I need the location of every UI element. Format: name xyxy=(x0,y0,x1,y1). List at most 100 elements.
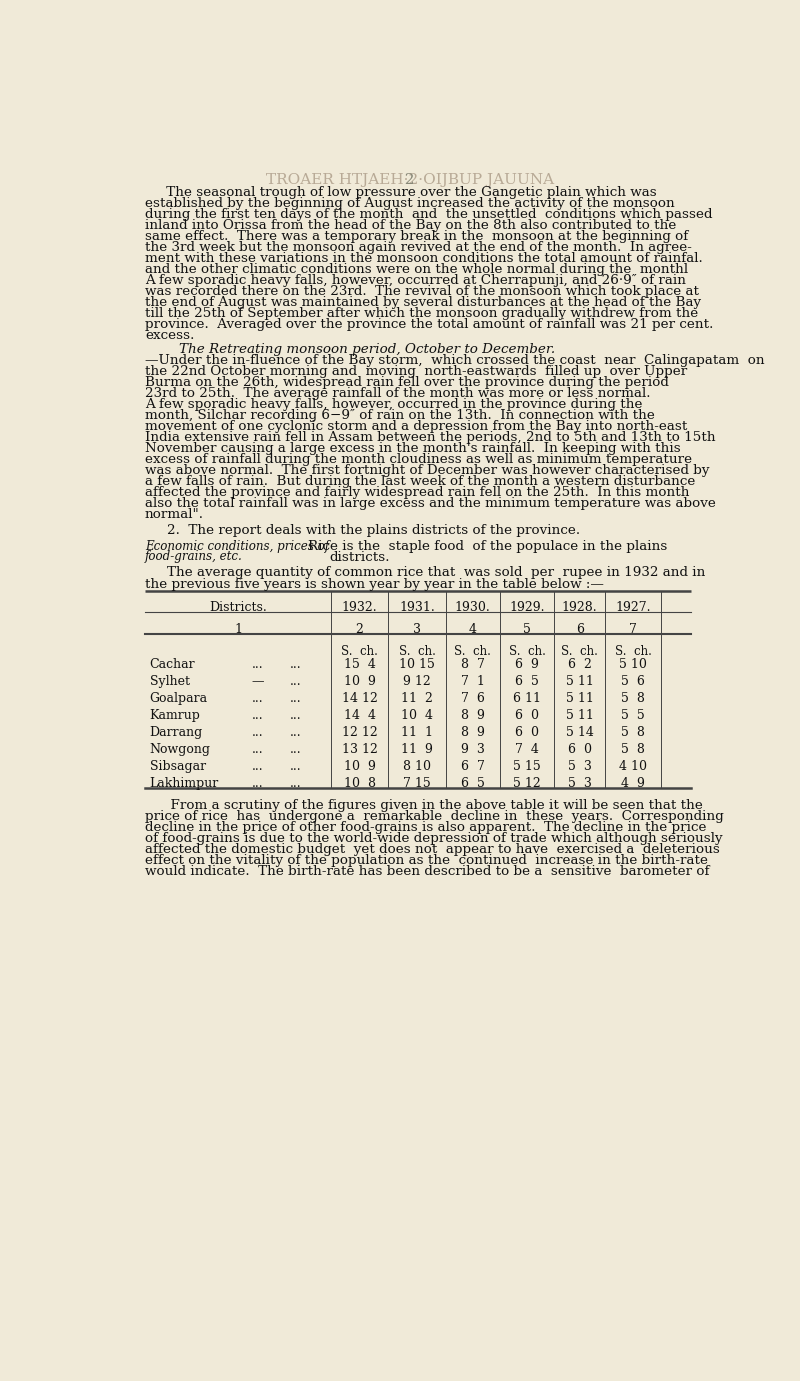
Text: decline in the price of other food-grains is also apparent.  The decline in the : decline in the price of other food-grain… xyxy=(145,820,706,834)
Text: 10  9: 10 9 xyxy=(344,675,375,688)
Text: S.  ch.: S. ch. xyxy=(509,645,546,657)
Text: 7  6: 7 6 xyxy=(461,692,485,706)
Text: 6  0: 6 0 xyxy=(568,743,592,755)
Text: 6  5: 6 5 xyxy=(515,675,539,688)
Text: 2.  The report deals with the plains districts of the province.: 2. The report deals with the plains dist… xyxy=(166,523,580,537)
Text: Nowgong: Nowgong xyxy=(150,743,210,755)
Text: of food-grains is due to the world-wide depression of trade which although serio: of food-grains is due to the world-wide … xyxy=(145,831,722,845)
Text: ...: ... xyxy=(251,692,263,706)
Text: From a scrutiny of the figures given in the above table it will be seen that the: From a scrutiny of the figures given in … xyxy=(145,798,703,812)
Text: 1931.: 1931. xyxy=(399,602,435,615)
Text: 1927.: 1927. xyxy=(615,602,651,615)
Text: 5 11: 5 11 xyxy=(566,675,594,688)
Text: food-grains, etc.: food-grains, etc. xyxy=(145,550,242,563)
Text: 1928.: 1928. xyxy=(562,602,598,615)
Text: 8  7: 8 7 xyxy=(461,659,485,671)
Text: Rice is the  staple food  of the populace in the plains: Rice is the staple food of the populace … xyxy=(308,540,667,552)
Text: also the total rainfall was in large excess and the minimum temperature was abov: also the total rainfall was in large exc… xyxy=(145,497,716,510)
Text: Districts.: Districts. xyxy=(209,602,267,615)
Text: A few sporadic heavy falls, however, occurred at Cherrapunji, and 26·9″ of rain: A few sporadic heavy falls, however, occ… xyxy=(145,273,686,287)
Text: was recorded there on the 23rd.  The revival of the monsoon which took place at: was recorded there on the 23rd. The revi… xyxy=(145,284,699,298)
Text: S.  ch.: S. ch. xyxy=(454,645,491,657)
Text: the previous five years is shown year by year in the table below :—: the previous five years is shown year by… xyxy=(145,577,604,591)
Text: 8  9: 8 9 xyxy=(461,708,485,722)
Text: excess.: excess. xyxy=(145,329,194,342)
Text: 6: 6 xyxy=(576,623,584,637)
Text: 5 14: 5 14 xyxy=(566,726,594,739)
Text: 6  0: 6 0 xyxy=(515,726,539,739)
Text: 13 12: 13 12 xyxy=(342,743,378,755)
Text: Lakhimpur: Lakhimpur xyxy=(150,776,219,790)
Text: inland into Orissa from the head of the Bay on the 8th also contributed to the: inland into Orissa from the head of the … xyxy=(145,218,676,232)
Text: established by the beginning of August increased the activity of the monsoon: established by the beginning of August i… xyxy=(145,196,674,210)
Text: —Under the in­fluence of the Bay storm,  which crossed the coast  near  Calingap: —Under the in­fluence of the Bay storm, … xyxy=(145,354,765,367)
Text: —: — xyxy=(251,675,263,688)
Text: Kamrup: Kamrup xyxy=(150,708,201,722)
Text: A few sporadic heavy falls, however, occurred in the province during the: A few sporadic heavy falls, however, occ… xyxy=(145,398,642,412)
Text: 10  4: 10 4 xyxy=(401,708,433,722)
Text: ...: ... xyxy=(251,743,263,755)
Text: 9  3: 9 3 xyxy=(461,743,485,755)
Text: 10 15: 10 15 xyxy=(399,659,435,671)
Text: 6  5: 6 5 xyxy=(461,776,485,790)
Text: would indicate.  The birth-rate has been described to be a  sensitive  barometer: would indicate. The birth-rate has been … xyxy=(145,865,710,877)
Text: 5: 5 xyxy=(523,623,531,637)
Text: affected the domestic budget  yet does not  appear to have  exercised a  deleter: affected the domestic budget yet does no… xyxy=(145,842,720,856)
Text: ...: ... xyxy=(290,659,302,671)
Text: 5 12: 5 12 xyxy=(513,776,541,790)
Text: 9 12: 9 12 xyxy=(403,675,431,688)
Text: ...: ... xyxy=(290,776,302,790)
Text: month, Silchar recording 6−9″ of rain on the 13th.  In connection with the: month, Silchar recording 6−9″ of rain on… xyxy=(145,409,655,423)
Text: Burma on the 26th, widespread rain fell over the province during the period: Burma on the 26th, widespread rain fell … xyxy=(145,376,669,389)
Text: 11  1: 11 1 xyxy=(401,726,433,739)
Text: Sylhet: Sylhet xyxy=(150,675,190,688)
Text: S.  ch.: S. ch. xyxy=(341,645,378,657)
Text: 7  1: 7 1 xyxy=(461,675,485,688)
Text: Sibsagar: Sibsagar xyxy=(150,760,206,773)
Text: 7 15: 7 15 xyxy=(403,776,431,790)
Text: ment with these variations in the monsoon conditions the total amount of rainfal: ment with these variations in the monsoo… xyxy=(145,251,702,265)
Text: 14  4: 14 4 xyxy=(344,708,376,722)
Text: ...: ... xyxy=(251,776,263,790)
Text: 6  0: 6 0 xyxy=(515,708,539,722)
Text: Cachar: Cachar xyxy=(150,659,195,671)
Text: 1: 1 xyxy=(234,623,242,637)
Text: S.  ch.: S. ch. xyxy=(614,645,652,657)
Text: ...: ... xyxy=(290,692,302,706)
Text: 6  2: 6 2 xyxy=(568,659,592,671)
Text: 5  8: 5 8 xyxy=(622,692,645,706)
Text: till the 25th of September after which the monsoon gradually withdrew from the: till the 25th of September after which t… xyxy=(145,307,698,320)
Text: 10  8: 10 8 xyxy=(344,776,376,790)
Text: 5 10: 5 10 xyxy=(619,659,647,671)
Text: 10  9: 10 9 xyxy=(344,760,375,773)
Text: 5  5: 5 5 xyxy=(622,708,645,722)
Text: 3: 3 xyxy=(413,623,421,637)
Text: effect on the vitality of the population as the  continued  increase in the birt: effect on the vitality of the population… xyxy=(145,853,708,867)
Text: 14 12: 14 12 xyxy=(342,692,378,706)
Text: 5 11: 5 11 xyxy=(566,708,594,722)
Text: 5  3: 5 3 xyxy=(568,776,592,790)
Text: 5  6: 5 6 xyxy=(622,675,645,688)
Text: 2: 2 xyxy=(356,623,363,637)
Text: districts.: districts. xyxy=(330,551,390,563)
Text: ...: ... xyxy=(251,708,263,722)
Text: the 22nd October morning and  moving  north-eastwards  filled up  over Upper: the 22nd October morning and moving nort… xyxy=(145,365,687,378)
Text: 5  3: 5 3 xyxy=(568,760,592,773)
Text: 1929.: 1929. xyxy=(510,602,545,615)
Text: excess of rainfall during the month cloudiness as well as minimum temperature: excess of rainfall during the month clou… xyxy=(145,453,692,465)
Text: 11  9: 11 9 xyxy=(401,743,433,755)
Text: ...: ... xyxy=(290,743,302,755)
Text: 8 10: 8 10 xyxy=(403,760,431,773)
Text: same effect.  There was a temporary break in the  monsoon at the beginning of: same effect. There was a temporary break… xyxy=(145,229,688,243)
Text: province.  Averaged over the province the total amount of rainfall was 21 per ce: province. Averaged over the province the… xyxy=(145,318,714,331)
Text: price of rice  has  undergone a  remarkable  decline in  these  years.  Correspo: price of rice has undergone a remarkable… xyxy=(145,809,724,823)
Text: 12 12: 12 12 xyxy=(342,726,378,739)
Text: the end of August was maintained by several disturbances at the head of the Bay: the end of August was maintained by seve… xyxy=(145,296,701,309)
Text: Goalpara: Goalpara xyxy=(150,692,208,706)
Text: TROAER HTJAEH·2·OIJBUP JAUUNA: TROAER HTJAEH·2·OIJBUP JAUUNA xyxy=(266,173,554,186)
Text: ...: ... xyxy=(290,760,302,773)
Text: ...: ... xyxy=(251,659,263,671)
Text: ...: ... xyxy=(290,675,302,688)
Text: during the first ten days of the month  and  the unsettled  conditions which pas: during the first ten days of the month a… xyxy=(145,207,713,221)
Text: 4 10: 4 10 xyxy=(619,760,647,773)
